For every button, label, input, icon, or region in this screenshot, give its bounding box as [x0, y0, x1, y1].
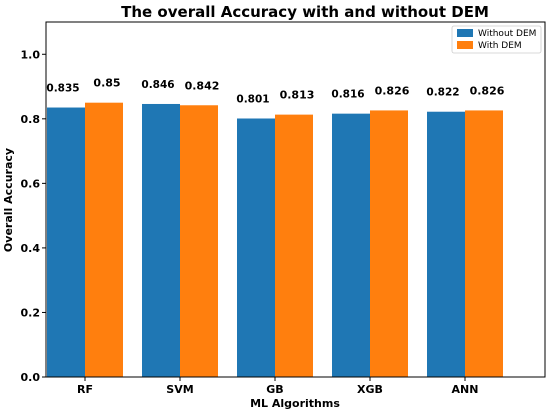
data-label: 0.801 [236, 93, 269, 105]
data-label: 0.826 [375, 84, 410, 97]
y-axis-label: Overall Accuracy [2, 148, 15, 252]
bar-without-dem [142, 103, 180, 378]
bar-with-dem [370, 110, 408, 377]
y-tick-label: 0.6 [21, 177, 41, 190]
y-tick-label: 1.0 [21, 48, 41, 61]
bar-with-dem [465, 110, 503, 377]
x-tick-label: SVM [166, 383, 193, 396]
data-label: 0.813 [280, 89, 315, 102]
bar-with-dem [85, 102, 123, 377]
bar-without-dem [47, 107, 85, 377]
legend: Without DEM With DEM [451, 25, 542, 54]
y-tick-label: 0.0 [21, 371, 41, 384]
plot-area: 0.0 0.2 0.4 0.6 0.8 1.0 0.835 0.85 RF 0.846 0.842 S… [21, 48, 505, 396]
bar-without-dem [332, 113, 370, 378]
legend-swatch-with-dem [457, 41, 473, 49]
x-tick-label: ANN [452, 383, 479, 396]
y-tick-label: 0.8 [21, 113, 41, 126]
legend-label-with-dem: With DEM [478, 41, 522, 51]
data-label: 0.816 [331, 89, 364, 101]
x-axis-label: ML Algorithms [250, 397, 340, 410]
x-tick-label: GB [266, 383, 283, 396]
bar-without-dem [237, 118, 275, 377]
data-label: 0.85 [93, 77, 120, 90]
chart-title: The overall Accuracy with and without DE… [121, 3, 489, 21]
data-label: 0.826 [470, 84, 505, 97]
y-tick-label: 0.4 [21, 242, 41, 255]
legend-swatch-without-dem [457, 29, 473, 37]
bar-with-dem [180, 105, 218, 377]
plot-frame [45, 21, 546, 378]
data-label: 0.835 [46, 83, 79, 95]
y-tick-label: 0.2 [21, 306, 41, 319]
bar-without-dem [427, 111, 465, 377]
x-tick-label: XGB [357, 383, 383, 396]
legend-label-without-dem: Without DEM [478, 29, 536, 39]
bar-with-dem [275, 114, 313, 377]
x-tick-label: RF [77, 383, 93, 396]
data-label: 0.842 [185, 79, 220, 92]
legend-box [451, 25, 542, 54]
data-label: 0.846 [141, 79, 174, 91]
data-label: 0.822 [426, 87, 459, 99]
